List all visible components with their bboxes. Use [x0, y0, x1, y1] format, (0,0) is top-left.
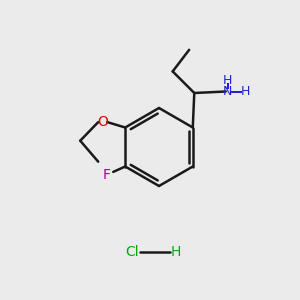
- Text: Cl: Cl: [125, 245, 139, 259]
- Text: H: H: [223, 74, 232, 87]
- Text: N: N: [223, 85, 232, 98]
- Text: O: O: [97, 115, 108, 129]
- Text: H: H: [241, 85, 250, 98]
- Text: H: H: [170, 245, 181, 259]
- Text: F: F: [103, 168, 111, 182]
